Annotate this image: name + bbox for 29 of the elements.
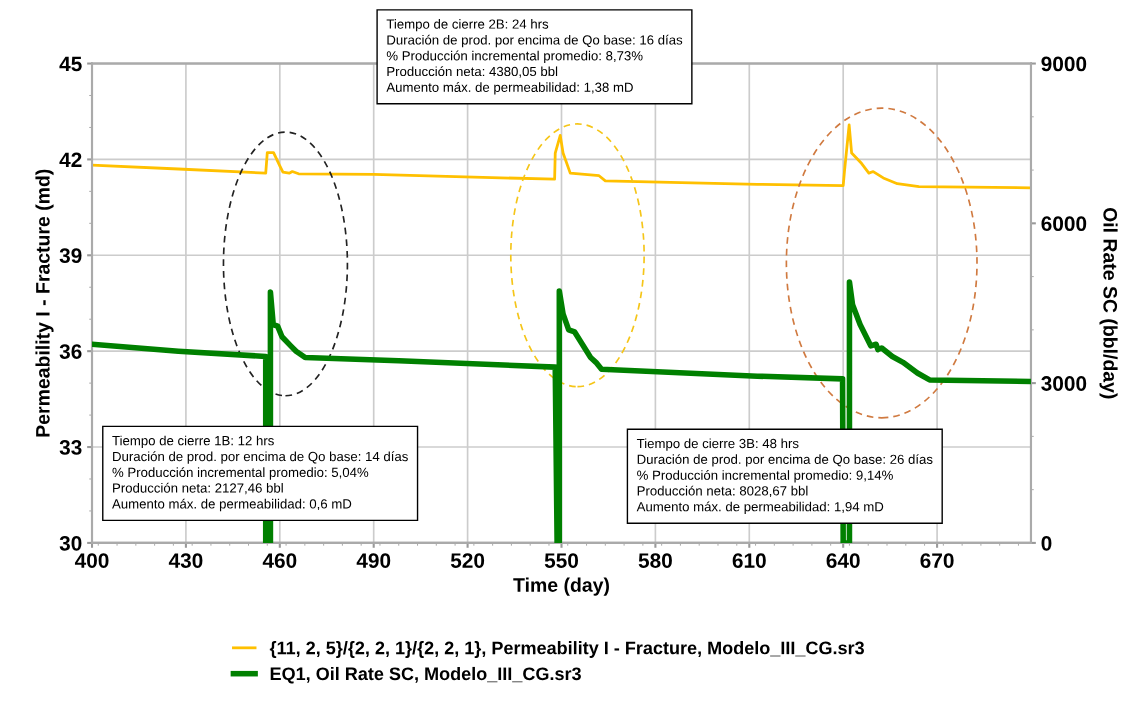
y-tick-label: 30 bbox=[59, 535, 82, 551]
y-tick-label: 36 bbox=[59, 344, 82, 359]
x-tick-label: 430 bbox=[168, 553, 203, 568]
annotation: Tiempo de cierre 3B: 48 hrs Duración de prod. por encima de Qo base: 26 días % Producción incremental promedio: 9,14% Producción neta: 8028,67 bbl Aumento máx. de permeabilidad: 1,94 mD bbox=[636, 438, 933, 514]
y2-tick-label: 3000 bbox=[1041, 376, 1087, 391]
y-tick-label: 39 bbox=[59, 248, 82, 264]
y2-axis-title: Oil Rate SC (bbl/day) bbox=[1099, 207, 1118, 399]
x-tick-label: 610 bbox=[732, 553, 766, 568]
y2-tick-label: 9000 bbox=[1041, 56, 1087, 72]
x-tick-label: 640 bbox=[826, 553, 860, 568]
annotation: Tiempo de cierre 1B: 12 hrs Duración de prod. por encima de Qo base: 14 días % Producción incremental promedio: 5,04% Producción neta: 2127,46 bbl Aumento máx. de permeabilidad: 0,6 mD bbox=[112, 435, 408, 512]
x-tick-label: 460 bbox=[262, 553, 297, 568]
x-tick-label: 520 bbox=[450, 553, 485, 568]
legend-label: {11, 2, 5}/{2, 2, 1}/{2, 2, 1}, Permeability I - Fracture, Modelo_III_CG.sr3 bbox=[269, 641, 864, 658]
y-tick-label: 42 bbox=[59, 152, 82, 167]
x-tick-label: 400 bbox=[74, 553, 109, 568]
line-series bbox=[92, 123, 1031, 190]
x-tick-label: 490 bbox=[356, 553, 391, 568]
x-tick-label: 580 bbox=[638, 553, 672, 568]
y2-tick-label: 0 bbox=[1041, 535, 1052, 551]
y-tick-label: 33 bbox=[59, 440, 82, 455]
annotation: Tiempo de cierre 2B: 24 hrs Duración de prod. por encima de Qo base: 16 días % Producción incremental promedio: 8,73% Producción neta: 4380,05 bbl Aumento máx. de permeabilidad: 1,38 mD bbox=[386, 19, 683, 95]
x-tick-label: 670 bbox=[920, 553, 954, 568]
x-axis-title: Time (day) bbox=[513, 577, 609, 596]
legend-label: EQ1, Oil Rate SC, Modelo_III_CG.sr3 bbox=[270, 666, 581, 684]
y-axis-title: Permeability I - Fracture (md) bbox=[35, 169, 54, 437]
x-tick-label: 550 bbox=[544, 553, 579, 568]
y2-tick-label: 6000 bbox=[1041, 216, 1087, 232]
y-tick-label: 45 bbox=[59, 56, 82, 72]
